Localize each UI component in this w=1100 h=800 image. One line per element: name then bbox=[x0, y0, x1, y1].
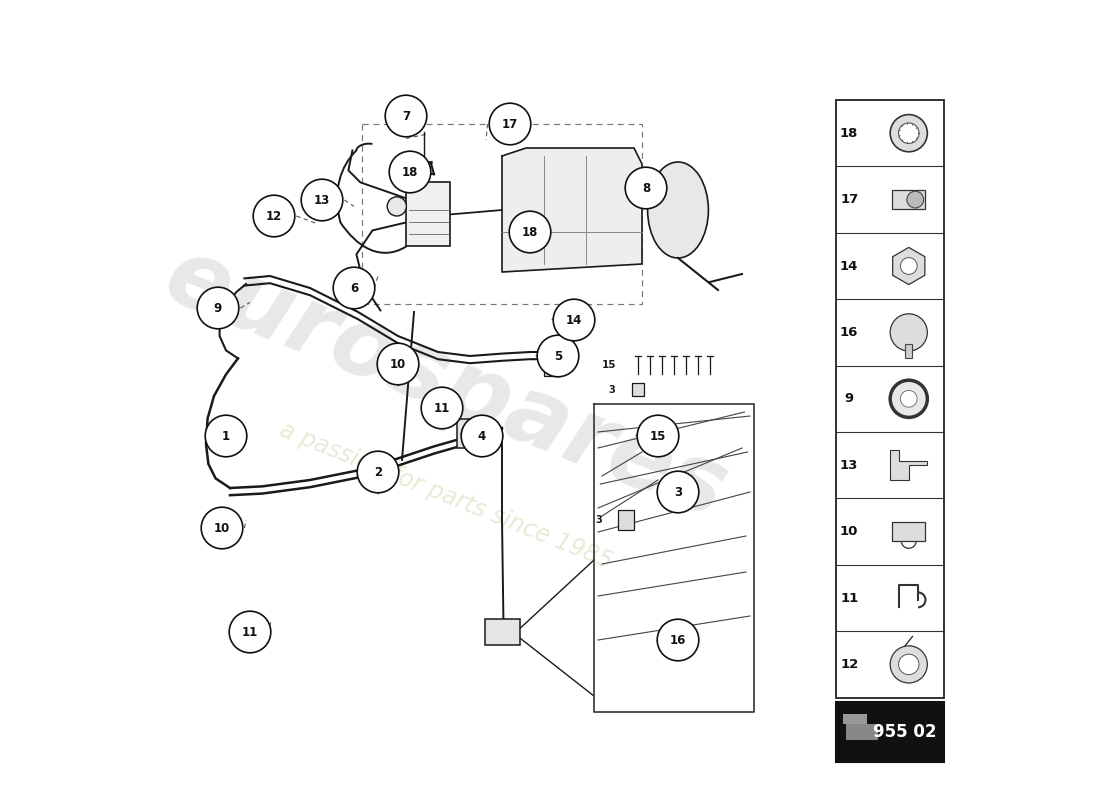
Circle shape bbox=[490, 103, 531, 145]
Bar bbox=[846, 723, 878, 739]
Text: 18: 18 bbox=[402, 166, 418, 178]
Circle shape bbox=[358, 451, 399, 493]
Text: 15: 15 bbox=[650, 430, 667, 442]
Circle shape bbox=[553, 299, 595, 341]
Text: 7: 7 bbox=[402, 110, 410, 122]
Ellipse shape bbox=[648, 162, 708, 258]
Bar bbox=[905, 343, 913, 358]
Circle shape bbox=[625, 167, 667, 209]
Text: 11: 11 bbox=[840, 591, 858, 605]
Bar bbox=[458, 419, 486, 448]
Circle shape bbox=[197, 287, 239, 329]
Text: 3: 3 bbox=[595, 515, 602, 525]
Text: 8: 8 bbox=[642, 182, 650, 194]
Circle shape bbox=[333, 267, 375, 309]
Text: 6: 6 bbox=[350, 282, 359, 294]
Text: 4: 4 bbox=[477, 430, 486, 442]
Text: 17: 17 bbox=[840, 193, 858, 206]
Circle shape bbox=[229, 611, 271, 653]
Text: 14: 14 bbox=[840, 259, 858, 273]
Circle shape bbox=[890, 380, 927, 418]
Text: 18: 18 bbox=[521, 226, 538, 238]
Circle shape bbox=[901, 390, 917, 407]
Text: 16: 16 bbox=[840, 326, 858, 339]
Text: 3: 3 bbox=[609, 385, 616, 394]
Circle shape bbox=[890, 314, 927, 351]
Circle shape bbox=[890, 646, 927, 683]
Text: 12: 12 bbox=[266, 210, 282, 222]
Text: 9: 9 bbox=[845, 392, 854, 406]
Text: 1: 1 bbox=[222, 430, 230, 442]
Circle shape bbox=[301, 179, 343, 221]
Circle shape bbox=[253, 195, 295, 237]
Bar bbox=[543, 363, 560, 376]
Circle shape bbox=[461, 423, 482, 444]
Circle shape bbox=[385, 95, 427, 137]
Circle shape bbox=[657, 471, 698, 513]
Bar bbox=[836, 702, 945, 762]
FancyBboxPatch shape bbox=[406, 182, 450, 246]
Circle shape bbox=[906, 191, 924, 208]
Text: 16: 16 bbox=[670, 634, 686, 646]
Text: 10: 10 bbox=[840, 525, 858, 538]
Text: 10: 10 bbox=[213, 522, 230, 534]
Circle shape bbox=[637, 415, 679, 457]
Text: 17: 17 bbox=[502, 118, 518, 130]
Circle shape bbox=[206, 415, 246, 457]
Text: 10: 10 bbox=[389, 358, 406, 370]
Bar bbox=[836, 100, 945, 698]
Bar bbox=[843, 714, 867, 723]
Text: 11: 11 bbox=[433, 402, 450, 414]
Polygon shape bbox=[890, 450, 927, 480]
Bar bbox=[892, 522, 925, 541]
Text: 2: 2 bbox=[374, 466, 382, 478]
Circle shape bbox=[387, 197, 406, 216]
Text: 13: 13 bbox=[314, 194, 330, 206]
Circle shape bbox=[657, 619, 698, 661]
Circle shape bbox=[421, 387, 463, 429]
Circle shape bbox=[890, 114, 927, 152]
Text: 14: 14 bbox=[565, 314, 582, 326]
Circle shape bbox=[899, 123, 918, 143]
Text: 9: 9 bbox=[213, 302, 222, 314]
Bar bbox=[485, 619, 520, 645]
Circle shape bbox=[389, 151, 431, 193]
Circle shape bbox=[901, 258, 917, 274]
Text: 18: 18 bbox=[840, 126, 858, 140]
Text: 15: 15 bbox=[602, 360, 616, 370]
Bar bbox=[618, 510, 634, 530]
Text: 3: 3 bbox=[674, 486, 682, 498]
Bar bbox=[631, 383, 645, 396]
Circle shape bbox=[377, 343, 419, 385]
Polygon shape bbox=[502, 148, 642, 272]
Text: 11: 11 bbox=[242, 626, 258, 638]
Circle shape bbox=[461, 415, 503, 457]
Text: 13: 13 bbox=[840, 458, 858, 472]
Circle shape bbox=[201, 507, 243, 549]
Bar bbox=[892, 190, 925, 209]
Text: 12: 12 bbox=[840, 658, 858, 671]
Circle shape bbox=[509, 211, 551, 253]
Circle shape bbox=[899, 654, 918, 674]
Polygon shape bbox=[893, 247, 925, 285]
Text: a passion for parts since 1985: a passion for parts since 1985 bbox=[276, 418, 616, 574]
Text: 5: 5 bbox=[554, 350, 562, 362]
Circle shape bbox=[537, 335, 579, 377]
Text: eurospares: eurospares bbox=[152, 230, 740, 538]
Text: 955 02: 955 02 bbox=[872, 722, 936, 741]
